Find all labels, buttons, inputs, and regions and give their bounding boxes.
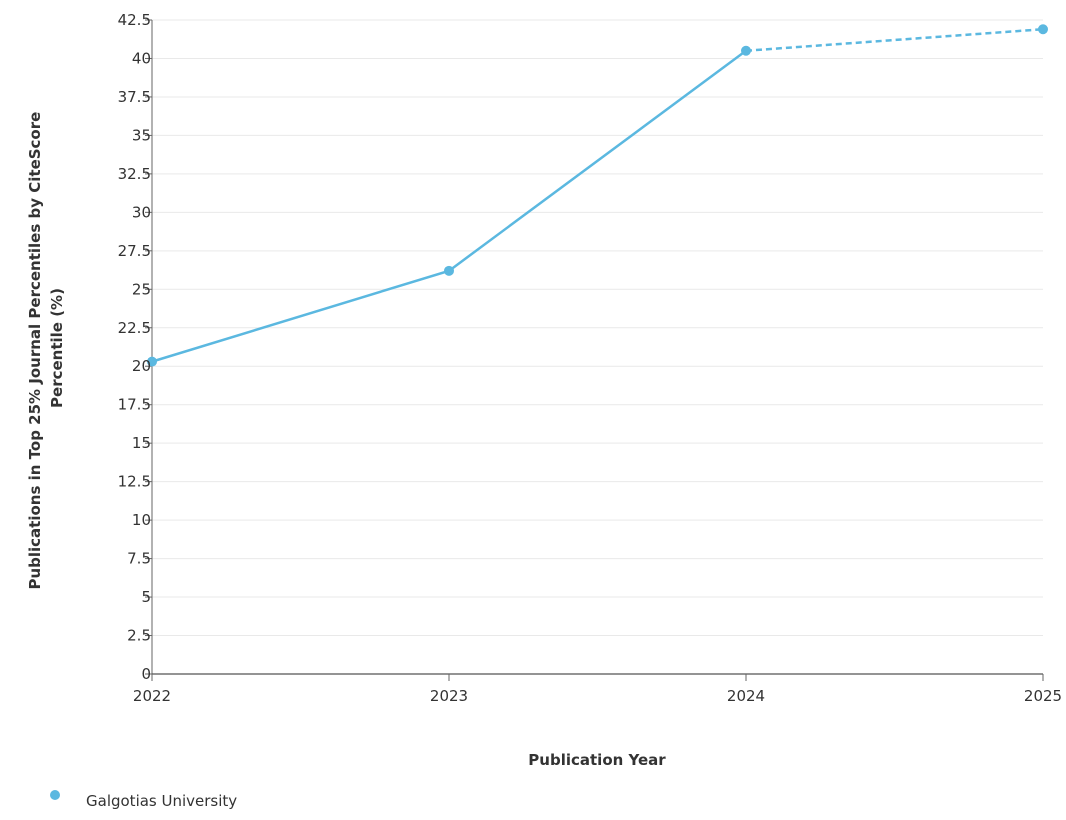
y-tick-label: 37.5 bbox=[118, 88, 151, 106]
y-tick-label: 30 bbox=[132, 203, 151, 221]
data-point[interactable] bbox=[147, 356, 157, 367]
x-tick-label: 2022 bbox=[133, 687, 171, 705]
series-line-projected bbox=[745, 27, 1044, 53]
y-tick-label: 17.5 bbox=[118, 396, 151, 414]
data-point[interactable] bbox=[444, 265, 454, 276]
x-tick-label: 2025 bbox=[1024, 687, 1062, 705]
x-axis-tick-labels: 2022 2023 2024 2025 bbox=[133, 687, 1062, 705]
x-tick-label: 2024 bbox=[727, 687, 765, 705]
y-tick-label: 40 bbox=[132, 49, 151, 67]
y-tick-label: 20 bbox=[132, 357, 151, 375]
legend-marker bbox=[50, 790, 60, 800]
axes bbox=[145, 19, 1044, 681]
y-axis-title-line-2: Percentile (%) bbox=[48, 288, 66, 408]
y-tick-label: 12.5 bbox=[118, 473, 151, 491]
gridlines bbox=[152, 19, 1043, 637]
legend-label: Galgotias University bbox=[86, 792, 237, 810]
y-tick-label: 35 bbox=[132, 126, 151, 144]
y-tick-label: 0 bbox=[141, 665, 151, 683]
y-tick-label: 25 bbox=[132, 280, 151, 298]
y-tick-label: 10 bbox=[132, 511, 151, 529]
series bbox=[147, 24, 1048, 367]
y-tick-label: 2.5 bbox=[127, 627, 151, 645]
data-point[interactable] bbox=[1038, 24, 1048, 35]
y-tick-label: 32.5 bbox=[118, 165, 151, 183]
y-tick-label: 7.5 bbox=[127, 550, 151, 568]
y-axis-tick-labels: 0 2.5 5 7.5 10 12.5 15 17.5 20 22.5 25 27.5 30 32.5 35… bbox=[118, 11, 151, 683]
y-tick-label: 42.5 bbox=[118, 11, 151, 29]
y-axis-title-line-1: Publications in Top 25% Journal Percenti… bbox=[26, 112, 44, 590]
y-tick-label: 15 bbox=[132, 434, 151, 452]
y-axis-title: Publications in Top 25% Journal Percenti… bbox=[26, 106, 66, 589]
x-tick-label: 2023 bbox=[430, 687, 468, 705]
y-tick-label: 5 bbox=[141, 588, 151, 606]
x-axis-title: Publication Year bbox=[528, 751, 666, 769]
data-point[interactable] bbox=[741, 45, 751, 56]
y-tick-label: 27.5 bbox=[118, 242, 151, 260]
legend[interactable]: Galgotias University bbox=[50, 790, 237, 810]
y-tick-label: 22.5 bbox=[118, 319, 151, 337]
